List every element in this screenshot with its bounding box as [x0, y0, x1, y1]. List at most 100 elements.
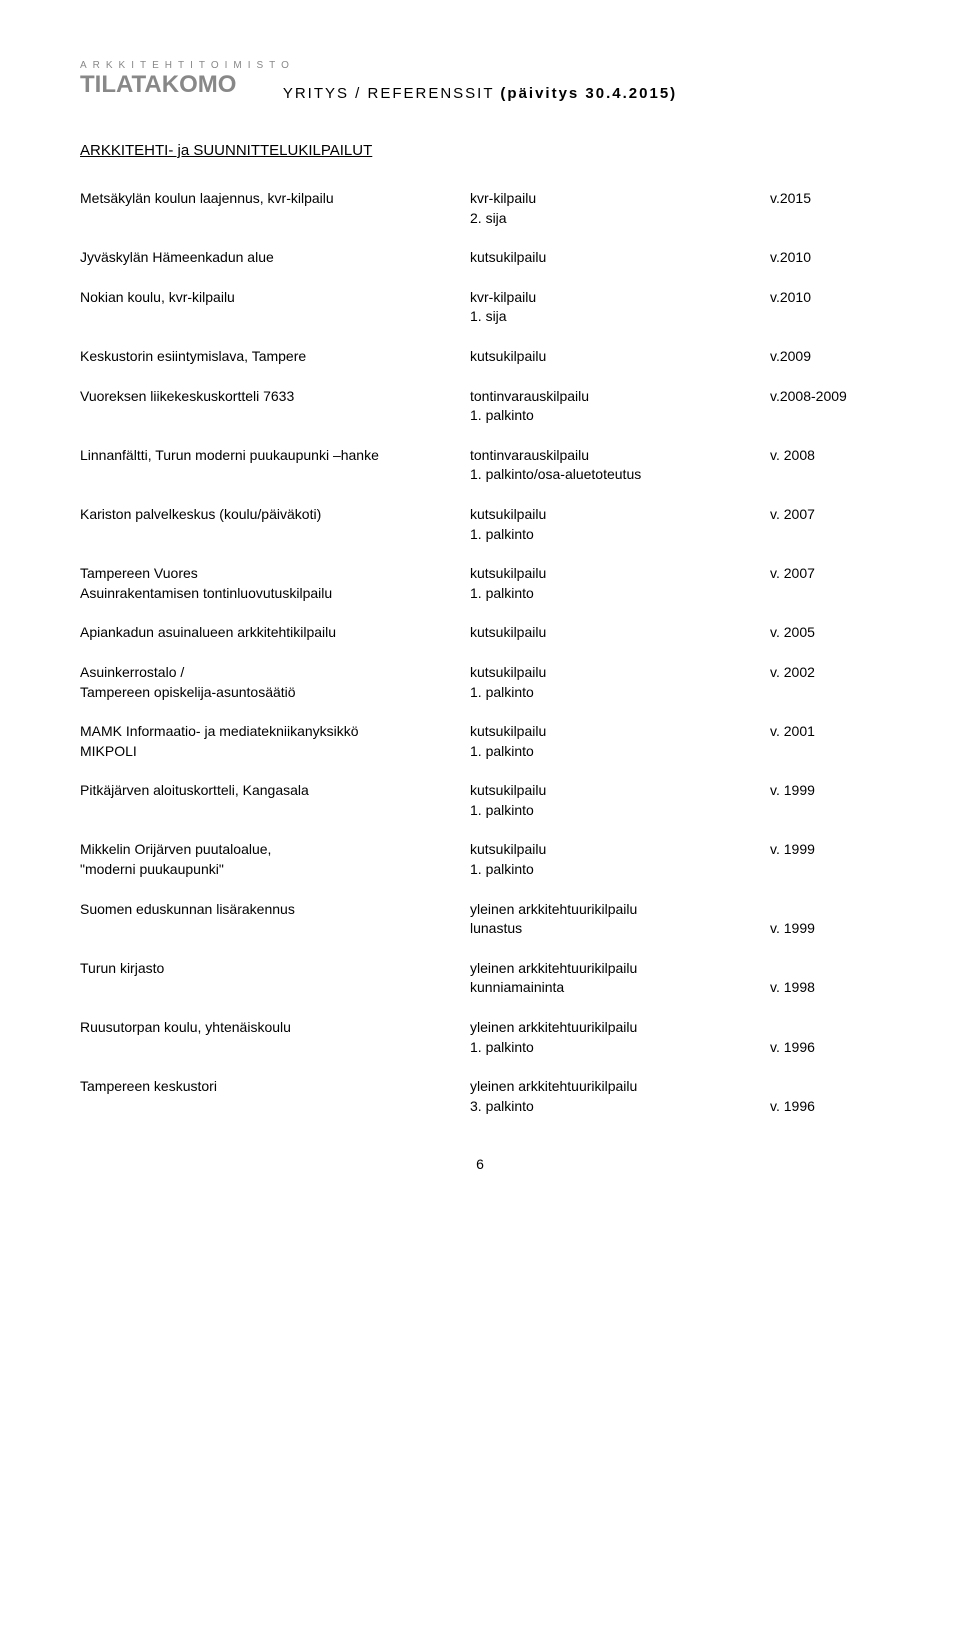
doc-title-prefix: YRITYS / REFERENSSIT [283, 85, 501, 102]
reference-type: yleinen arkkitehtuurikilpailu1. palkinto [470, 1018, 770, 1057]
reference-type: kutsukilpailu1. palkinto [470, 781, 770, 820]
reference-type-line1: tontinvarauskilpailu [470, 446, 770, 466]
logo-line1: ARKKITEHTITOIMISTO [80, 60, 880, 71]
reference-year: v. 1999 [770, 781, 880, 801]
reference-type-line1: kutsukilpailu [470, 663, 770, 683]
reference-name: Metsäkylän koulun laajennus, kvr-kilpail… [80, 189, 470, 209]
reference-year-line1: v. 2007 [770, 505, 880, 525]
reference-list: Metsäkylän koulun laajennus, kvr-kilpail… [80, 189, 880, 1116]
reference-year: v. 2007 [770, 505, 880, 525]
reference-type-line1: kvr-kilpailu [470, 189, 770, 209]
reference-row: Linnanfältti, Turun moderni puukaupunki … [80, 446, 880, 485]
section-title: ARKKITEHTI- ja SUUNNITTELUKILPAILUT [80, 142, 880, 159]
reference-year-line1 [770, 959, 880, 979]
reference-year-line1: v. 2002 [770, 663, 880, 683]
reference-row: Nokian koulu, kvr-kilpailukvr-kilpailu1.… [80, 288, 880, 327]
reference-type: yleinen arkkitehtuurikilpailukunniamaini… [470, 959, 770, 998]
doc-title-suffix: (päivitys 30.4.2015) [500, 85, 677, 102]
reference-name: Jyväskylän Hämeenkadun alue [80, 248, 470, 268]
reference-name-line1: Pitkäjärven aloituskortteli, Kangasala [80, 781, 460, 801]
reference-year: v. 1999 [770, 840, 880, 860]
reference-type-line2: 1. palkinto [470, 584, 770, 604]
reference-type: yleinen arkkitehtuurikilpailulunastus [470, 900, 770, 939]
reference-year: v.2008-2009 [770, 387, 880, 407]
page-number: 6 [80, 1156, 880, 1172]
reference-name-line1: Tampereen Vuores [80, 564, 460, 584]
reference-year-line2: v. 1996 [770, 1097, 880, 1117]
reference-name: MAMK Informaatio- ja mediatekniikanyksik… [80, 722, 470, 761]
reference-year: v. 2007 [770, 564, 880, 584]
reference-year-line1: v. 2005 [770, 623, 880, 643]
reference-year: v. 2001 [770, 722, 880, 742]
reference-type: tontinvarauskilpailu1. palkinto/osa-alue… [470, 446, 770, 485]
reference-name-line1: Ruusutorpan koulu, yhtenäiskoulu [80, 1018, 460, 1038]
reference-year: v.2010 [770, 288, 880, 308]
reference-type-line2: kunniamaininta [470, 978, 770, 998]
reference-type-line2: lunastus [470, 919, 770, 939]
reference-year-line1: v. 2007 [770, 564, 880, 584]
reference-type: kutsukilpailu1. palkinto [470, 840, 770, 879]
reference-name: Mikkelin Orijärven puutaloalue,"moderni … [80, 840, 470, 879]
reference-name-line1: MAMK Informaatio- ja mediatekniikanyksik… [80, 722, 460, 742]
reference-name-line1: Jyväskylän Hämeenkadun alue [80, 248, 460, 268]
reference-name: Pitkäjärven aloituskortteli, Kangasala [80, 781, 470, 801]
reference-name: Turun kirjasto [80, 959, 470, 979]
reference-type-line2: 1. palkinto [470, 860, 770, 880]
reference-name: Nokian koulu, kvr-kilpailu [80, 288, 470, 308]
reference-type-line1: yleinen arkkitehtuurikilpailu [470, 1018, 770, 1038]
reference-row: Suomen eduskunnan lisärakennusyleinen ar… [80, 900, 880, 939]
reference-name: Ruusutorpan koulu, yhtenäiskoulu [80, 1018, 470, 1038]
reference-year-line1: v. 2001 [770, 722, 880, 742]
reference-year: v. 1996 [770, 1077, 880, 1116]
reference-year: v. 1999 [770, 900, 880, 939]
reference-type-line1: kutsukilpailu [470, 781, 770, 801]
reference-type-line2: 2. sija [470, 209, 770, 229]
reference-year-line1: v. 1999 [770, 840, 880, 860]
reference-type-line2: 1. palkinto/osa-aluetoteutus [470, 465, 770, 485]
reference-type: kvr-kilpailu1. sija [470, 288, 770, 327]
reference-type-line1: yleinen arkkitehtuurikilpailu [470, 900, 770, 920]
reference-type-line2: 1. palkinto [470, 525, 770, 545]
reference-row: Asuinkerrostalo /Tampereen opiskelija-as… [80, 663, 880, 702]
reference-row: Metsäkylän koulun laajennus, kvr-kilpail… [80, 189, 880, 228]
reference-row: Vuoreksen liikekeskuskortteli 7633tontin… [80, 387, 880, 426]
reference-name: Apiankadun asuinalueen arkkitehtikilpail… [80, 623, 470, 643]
reference-name: Tampereen VuoresAsuinrakentamisen tontin… [80, 564, 470, 603]
reference-year: v. 1996 [770, 1018, 880, 1057]
reference-year-line1: v.2010 [770, 248, 880, 268]
reference-year-line1: v.2008-2009 [770, 387, 880, 407]
reference-row: Tampereen VuoresAsuinrakentamisen tontin… [80, 564, 880, 603]
reference-type-line2: 1. palkinto [470, 742, 770, 762]
reference-name-line1: Turun kirjasto [80, 959, 460, 979]
reference-year-line1 [770, 1077, 880, 1097]
reference-row: Mikkelin Orijärven puutaloalue,"moderni … [80, 840, 880, 879]
reference-name: Tampereen keskustori [80, 1077, 470, 1097]
reference-name: Keskustorin esiintymislava, Tampere [80, 347, 470, 367]
reference-type-line1: kutsukilpailu [470, 722, 770, 742]
reference-year-line1: v. 1999 [770, 781, 880, 801]
reference-type: kutsukilpailu1. palkinto [470, 663, 770, 702]
reference-year-line1 [770, 900, 880, 920]
reference-type-line1: kutsukilpailu [470, 840, 770, 860]
reference-name-line1: Metsäkylän koulun laajennus, kvr-kilpail… [80, 189, 460, 209]
reference-type-line1: kvr-kilpailu [470, 288, 770, 308]
reference-name-line1: Apiankadun asuinalueen arkkitehtikilpail… [80, 623, 460, 643]
reference-name-line2: Tampereen opiskelija-asuntosäätiö [80, 683, 460, 703]
reference-row: Ruusutorpan koulu, yhtenäiskoulu yleinen … [80, 1018, 880, 1057]
reference-type: kvr-kilpailu2. sija [470, 189, 770, 228]
reference-row: MAMK Informaatio- ja mediatekniikanyksik… [80, 722, 880, 761]
reference-type-line1: kutsukilpailu [470, 505, 770, 525]
reference-type-line2: 1. palkinto [470, 801, 770, 821]
reference-year: v.2015 [770, 189, 880, 209]
reference-type-line1: tontinvarauskilpailu [470, 387, 770, 407]
reference-name-line1: Kariston palvelkeskus (koulu/päiväkoti) [80, 505, 460, 525]
reference-type-line2: 1. palkinto [470, 683, 770, 703]
reference-row: Pitkäjärven aloituskortteli, Kangasala ku… [80, 781, 880, 820]
reference-name-line1: Asuinkerrostalo / [80, 663, 460, 683]
reference-year: v.2010 [770, 248, 880, 268]
reference-type: kutsukilpailu [470, 248, 770, 268]
reference-year-line2: v. 1996 [770, 1038, 880, 1058]
reference-type: kutsukilpailu1. palkinto [470, 564, 770, 603]
reference-type-line2: 1. palkinto [470, 406, 770, 426]
reference-year-line1 [770, 1018, 880, 1038]
